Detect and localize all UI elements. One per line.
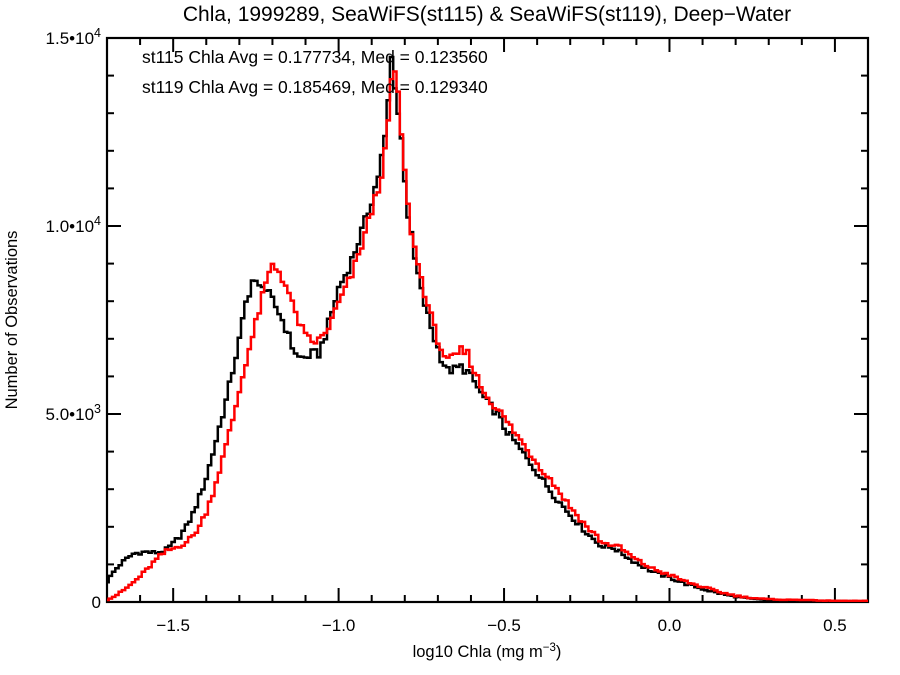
chart-title: Chla, 1999289, SeaWiFS(st115) & SeaWiFS(… (183, 3, 791, 26)
curve-st119 (107, 70, 868, 602)
axes: −1.5 −1.0 −0.5 0.0 0.5 0 5.0•103 1.0•104 1.5•104 (46, 26, 870, 635)
annotation-st119: st119 Chla Avg = 0.185469, Med = 0.12934… (142, 77, 488, 97)
y-tick-label: 1.5•104 (46, 26, 102, 48)
x-tick-label: −0.5 (487, 616, 521, 635)
curve-st115 (107, 55, 868, 602)
y-axis-label: Number of Observations (3, 231, 21, 410)
y-tick-label: 1.0•104 (46, 214, 102, 236)
y-tick-label: 5.0•103 (46, 402, 102, 424)
plot-frame (105, 36, 870, 604)
x-tick-label: 0.0 (658, 616, 682, 635)
annotation-st115: st115 Chla Avg = 0.177734, Med = 0.12356… (142, 47, 488, 67)
x-axis-label: log10 Chla (mg m−3) (413, 642, 562, 661)
series-curves (107, 55, 868, 602)
x-tick-label: 0.5 (823, 616, 847, 635)
x-tick-label: −1.0 (322, 616, 356, 635)
x-tick-label: −1.5 (156, 616, 190, 635)
y-tick-label: 0 (92, 593, 101, 612)
